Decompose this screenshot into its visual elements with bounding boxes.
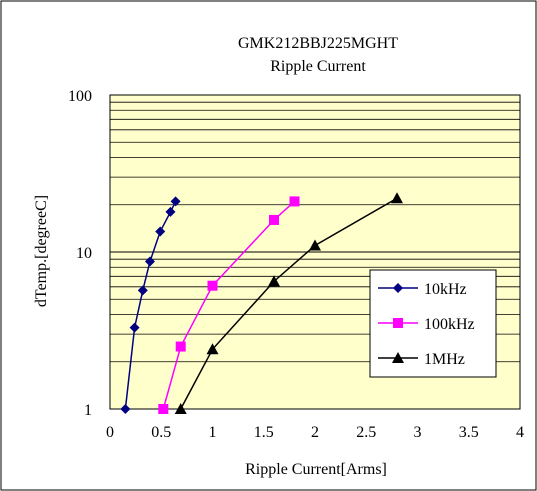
legend-label: 1MHz [424, 351, 465, 368]
data-point [269, 214, 279, 225]
data-point [144, 256, 155, 267]
data-point [165, 206, 176, 217]
x-tick-label: 1.5 [254, 424, 274, 441]
data-point [289, 196, 300, 207]
data-point [170, 196, 181, 207]
y-tick-label: 10 [76, 245, 92, 262]
data-point [174, 403, 187, 414]
data-point [309, 239, 321, 251]
data-point [206, 343, 219, 355]
legend-marker [393, 283, 403, 293]
data-point [268, 275, 280, 287]
legend: 10kHz 100kHz 1MHz [369, 269, 497, 378]
series-1MHz [174, 192, 403, 414]
x-tick-label: 0 [106, 424, 114, 441]
legend-label: 10kHz [424, 281, 467, 298]
data-point [155, 226, 166, 237]
legend-label: 100kHz [424, 316, 475, 333]
legend-marker [393, 318, 403, 328]
x-tick-label: 3.5 [459, 424, 479, 441]
legend-marker [392, 352, 404, 363]
data-point [207, 280, 218, 291]
x-tick-label: 0.5 [151, 424, 171, 441]
data-point [158, 404, 169, 414]
data-point [391, 192, 403, 204]
x-tick-label: 2.5 [356, 424, 376, 441]
x-tick-label: 4 [516, 424, 524, 441]
x-tick-label: 3 [414, 424, 422, 441]
data-point [137, 285, 148, 296]
x-tick-label: 1 [209, 424, 217, 441]
x-tick-labels: 0 0.5 1 1.5 2 2.5 3 3.5 4 [106, 424, 524, 441]
data-point [120, 404, 131, 414]
y-tick-labels: 1 10 100 [68, 88, 92, 419]
x-axis-label: Ripple Current[Arms] [245, 461, 387, 478]
chart-title: GMK212BBJ225MGHT [238, 35, 398, 52]
plot-border [109, 94, 521, 410]
series-lines [120, 192, 403, 414]
chart-subtitle: Ripple Current [270, 58, 366, 75]
data-point [175, 341, 186, 352]
data-point [129, 322, 140, 333]
series-10kHz [120, 196, 181, 414]
series-100kHz [158, 196, 300, 414]
y-axis-label: dTemp.[degreeC] [33, 195, 50, 307]
x-tick-label: 2 [311, 424, 319, 441]
y-tick-label: 1 [84, 402, 92, 419]
y-tick-label: 100 [68, 88, 92, 105]
